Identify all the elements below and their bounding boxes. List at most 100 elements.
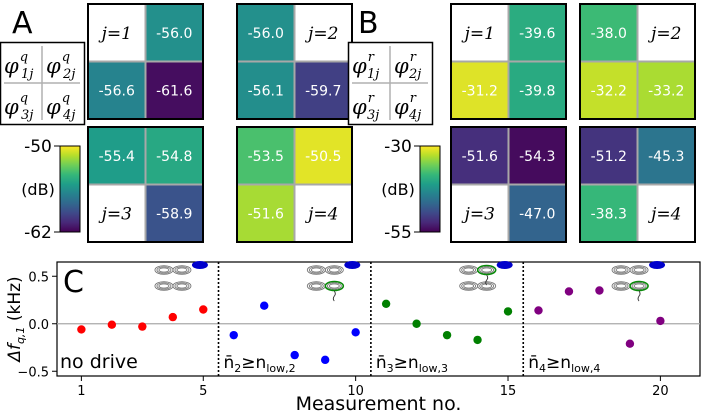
series-3 <box>381 299 513 345</box>
resonator-ring <box>172 281 192 291</box>
heatmap-cell <box>145 127 203 185</box>
cell-value-label: -59.7 <box>305 83 341 99</box>
heatmap-cell <box>580 61 638 119</box>
drive-highlight <box>324 280 345 292</box>
resonator-ring <box>174 266 190 274</box>
colorbar <box>419 145 441 233</box>
resonator-ring <box>477 281 497 291</box>
data-point <box>473 335 482 345</box>
panel-letter: B <box>358 6 379 41</box>
heatmap-cell <box>237 4 295 62</box>
y-tick-label: 0.5 <box>28 270 49 285</box>
qubit-dot <box>344 261 361 269</box>
x-tick-label: 5 <box>199 384 207 399</box>
resonator-ring <box>613 266 629 274</box>
series-label: n̄2≥nlow,2 <box>224 353 296 375</box>
resonator-icon <box>611 261 666 302</box>
x-tick-label: 20 <box>652 384 669 399</box>
data-point <box>229 330 238 340</box>
resonator-ring <box>324 265 344 275</box>
heatmap-cell <box>451 127 509 185</box>
colorbar <box>59 145 81 233</box>
data-point <box>320 355 330 365</box>
heatmap-cell <box>145 184 203 242</box>
data-point <box>290 350 299 360</box>
heatmap-cell <box>580 127 638 185</box>
heatmap-cell <box>451 4 509 62</box>
block-border <box>87 126 204 243</box>
resonator-ring <box>308 266 324 274</box>
data-point <box>595 286 604 295</box>
colorbar-min-label: -55 <box>384 223 412 243</box>
data-point <box>656 316 665 326</box>
block-border <box>236 126 353 243</box>
heatmap-cell <box>508 184 566 242</box>
heatmap-cell <box>294 127 352 185</box>
resonator-icon <box>306 261 361 302</box>
j-label: j=4 <box>304 204 338 224</box>
j-label: j=2 <box>304 24 338 44</box>
heatmap-cell <box>294 61 352 119</box>
phi-label: φq 4j <box>46 91 75 123</box>
block-border <box>450 126 567 243</box>
data-point <box>199 305 208 314</box>
resonator-ring <box>629 265 649 275</box>
resonator-ring <box>176 283 188 289</box>
j-label: j=3 <box>98 204 132 224</box>
cell-value-label: -56.6 <box>99 83 135 99</box>
x-tick-label: 15 <box>500 384 517 399</box>
heatmap-cell <box>580 184 638 242</box>
resonator-ring <box>615 283 627 289</box>
series-label: n̄3≥nlow,3 <box>376 353 448 375</box>
heatmap-cell <box>294 184 352 242</box>
heatmap-block: -38.0 j=2 -32.2 -33.2 <box>579 3 696 120</box>
phi-label: φr 1j <box>352 50 379 82</box>
phi-label: φr 4j <box>394 91 421 123</box>
heatmap-block: -56.0 j=2 -56.1 -59.7 <box>236 3 353 120</box>
series-4 <box>534 286 665 348</box>
heatmap-block: -51.6 -54.3 j=3 -47.0 <box>450 126 567 243</box>
cell-value-label: -33.2 <box>648 83 684 99</box>
y-tick-label: −0.5 <box>17 365 49 380</box>
resonator-ring <box>633 267 645 273</box>
series-label: no drive <box>60 351 138 373</box>
colorbar-unit-label: (dB) <box>21 180 55 199</box>
resonator-ring <box>158 283 170 289</box>
resonator-ring <box>615 267 627 273</box>
resonator-ring <box>633 283 645 289</box>
qubit-dot <box>496 261 513 269</box>
block-border <box>450 3 567 120</box>
drive-wave <box>332 290 336 302</box>
data-point <box>625 339 635 348</box>
phi-label: φq 1j <box>4 50 33 82</box>
cell-value-label: -50.5 <box>305 149 341 165</box>
drive-highlight <box>629 280 649 292</box>
resonator-ring <box>479 266 495 274</box>
j-label: j=4 <box>647 204 681 224</box>
panel-letter: C <box>63 265 84 300</box>
resonator-ring <box>463 267 475 273</box>
cell-value-label: -53.5 <box>248 149 284 165</box>
cell-value-label: -39.8 <box>519 83 555 99</box>
heatmap-cell <box>88 127 146 185</box>
heatmap-block: j=1 -39.6 -31.2 -39.8 <box>450 3 567 120</box>
cell-value-label: -51.6 <box>462 149 498 165</box>
heatmap-cell <box>294 4 352 62</box>
drive-highlight <box>476 264 497 276</box>
block-border <box>579 126 696 243</box>
resonator-ring <box>463 283 475 289</box>
heatmap-cell <box>637 4 695 62</box>
x-tick-label: 10 <box>347 384 364 399</box>
heatmap-block: -51.2 -45.3 -38.3 j=4 <box>579 126 696 243</box>
resonator-ring <box>328 267 340 273</box>
heatmap-cell <box>88 4 146 62</box>
heatmap-cell <box>237 61 295 119</box>
data-point <box>77 325 86 334</box>
heatmap-cell <box>637 127 695 185</box>
block-border <box>579 3 696 120</box>
block-border <box>87 3 204 120</box>
qubit-dot <box>649 261 666 269</box>
series-1 <box>77 305 208 334</box>
